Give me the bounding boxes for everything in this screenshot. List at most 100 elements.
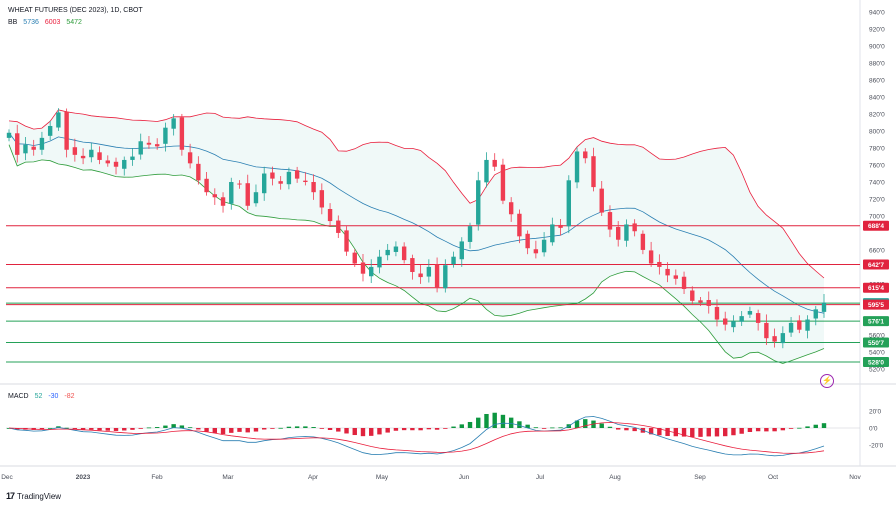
macd-histogram-bar (418, 428, 423, 431)
candle-body (212, 194, 218, 198)
candle-body (130, 156, 135, 160)
macd-histogram-bar (39, 428, 45, 430)
candle-body (39, 137, 45, 150)
candle-body (220, 197, 226, 206)
level-badge-label: 550'7 (868, 340, 884, 347)
candle-body (146, 142, 152, 145)
bb-upper-value: 6003 (44, 19, 61, 26)
candle-body (401, 246, 407, 261)
candle-body (171, 118, 176, 129)
candle-body (714, 306, 720, 320)
time-tick-label: Mar (222, 474, 234, 481)
bollinger-band-fill (9, 109, 824, 364)
price-tick-label: 900'0 (869, 44, 885, 51)
time-axis: Dec 2023 Feb Mar Apr May Jun Jul Aug Sep Oct Nov (1, 474, 861, 481)
candle-body (533, 249, 539, 254)
candle-body (813, 309, 818, 319)
candle-body (467, 226, 473, 242)
candle-body (196, 163, 201, 181)
macd-histogram-bar (797, 427, 802, 429)
macd-histogram-bar (434, 428, 440, 430)
tradingview-logo[interactable]: 17 TradingView (6, 491, 61, 501)
price-tick-label: 560'0 (869, 332, 885, 339)
price-tick-label: 780'0 (869, 146, 885, 153)
time-tick-label: May (376, 474, 389, 481)
bb-legend[interactable]: BB 5736 6003 5472 (8, 19, 86, 26)
macd-tick-label: 20'0 (869, 408, 881, 415)
macd-histogram-bar (607, 426, 613, 428)
bb-lower-value: 5472 (66, 19, 82, 26)
macd-histogram-bar (624, 428, 629, 431)
candle-body (311, 182, 316, 193)
macd-histogram-bar (517, 421, 522, 428)
candle-body (681, 276, 687, 289)
macd-histogram-bar (303, 426, 308, 428)
macd-histogram-bar (780, 428, 786, 431)
macd-histogram-bar (500, 414, 506, 428)
candle-body (492, 159, 497, 167)
macd-histogram-bar (253, 428, 259, 432)
candle-body (780, 333, 786, 344)
macd-histogram-bar (294, 426, 300, 428)
macd-histogram-bar (541, 428, 547, 429)
macd-histogram-bar (187, 427, 193, 429)
candle-body (558, 224, 563, 228)
candle-body (6, 132, 12, 138)
price-tick-label: 720'0 (869, 196, 885, 203)
candle-body (187, 152, 193, 164)
candle-body (459, 241, 464, 260)
macd-histogram-bar (599, 423, 604, 428)
macd-tick-label: 0'0 (869, 426, 878, 433)
lightning-icon[interactable]: ⚡ (820, 374, 834, 388)
candle-body (377, 256, 382, 268)
macd-histogram-bar (270, 428, 275, 429)
candle-body (747, 311, 753, 315)
macd-histogram-bar (336, 428, 341, 432)
macd-histogram-bar (813, 424, 818, 428)
macd-histogram-bar (508, 417, 514, 428)
macd-histogram-bar (665, 428, 670, 437)
candle-body (163, 127, 168, 144)
candle-body (319, 190, 325, 208)
price-tick-label: 840'0 (869, 95, 885, 102)
macd-histogram-bar (171, 424, 176, 428)
macd-histogram-bar (401, 428, 407, 431)
candle-body (788, 322, 794, 333)
candle-body (122, 159, 127, 169)
candle-body (673, 275, 679, 279)
level-badge (863, 316, 889, 327)
candle-body (360, 262, 366, 274)
macd-histogram-bar (122, 428, 127, 431)
price-tick-label: 940'0 (869, 10, 885, 17)
macd-histogram-bar (237, 428, 242, 432)
macd-tick-label: -20'0 (869, 443, 884, 450)
candle-body (31, 146, 36, 150)
time-tick-label: Nov (849, 474, 861, 481)
bb-upper-line (8, 109, 825, 279)
macd-histogram-bar (311, 427, 316, 428)
candle-body (15, 133, 20, 155)
macd-histogram-bar (550, 427, 555, 429)
macd-histogram-bar (558, 427, 563, 429)
macd-histogram-bar (755, 428, 761, 432)
macd-histogram-bar (80, 428, 86, 430)
macd-histogram-bar (772, 428, 777, 432)
candle-body (113, 161, 119, 167)
candle-body (204, 178, 209, 193)
candle-body (755, 313, 761, 323)
level-badge-label: 595'5 (868, 302, 884, 309)
candle-body (690, 290, 695, 301)
candle-body (657, 261, 662, 267)
candle-body (47, 125, 53, 136)
candle-body (23, 144, 28, 154)
macd-legend[interactable]: MACD 52 -30 -82 (8, 393, 79, 400)
candlesticks (6, 108, 827, 349)
candle-body (327, 209, 333, 222)
candle-body (591, 156, 596, 188)
macd-histogram-bar (179, 425, 185, 428)
candle-body (64, 111, 69, 150)
level-badge-label: 615'4 (868, 285, 884, 292)
macd-axis: 20'0 0'0 -20'0 (869, 408, 884, 449)
price-tick-label: 920'0 (869, 27, 885, 34)
macd-histogram-bar (764, 428, 769, 432)
